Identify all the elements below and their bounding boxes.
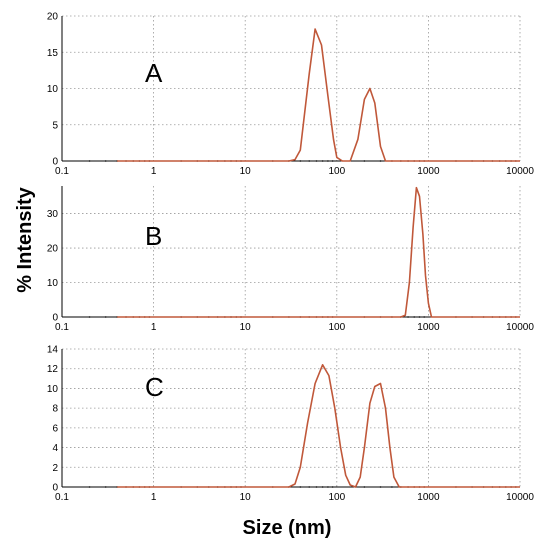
y-tick-label: 30: [47, 209, 59, 220]
y-tick-label: 15: [47, 48, 59, 59]
x-tick-label: 10: [240, 166, 252, 177]
panel-a: 0.1 1 10 100 1000 10000 0 5 10 15 20 A: [47, 12, 534, 178]
panel-label: A: [145, 58, 163, 88]
x-tick-label: 1: [151, 166, 157, 177]
x-tick-label: 10000: [506, 166, 534, 177]
x-tick-label: 1000: [417, 492, 440, 503]
y-tick-label: 5: [52, 120, 58, 131]
x-tick-label: 1000: [417, 322, 440, 333]
panel-label: B: [145, 221, 162, 251]
x-tick-label: 1000: [417, 166, 440, 177]
y-tick-label: 10: [47, 278, 59, 289]
x-tick-label: 100: [328, 322, 345, 333]
intensity-series-line: [117, 186, 520, 318]
x-tick-label: 10: [240, 322, 252, 333]
x-tick-label: 1: [151, 322, 157, 333]
y-tick-label: 2: [52, 463, 58, 474]
y-tick-label: 14: [47, 345, 59, 356]
y-tick-label: 20: [47, 244, 59, 255]
x-tick-label: 100: [328, 166, 345, 177]
y-tick-label: 20: [47, 12, 59, 23]
y-tick-label: 12: [47, 364, 59, 375]
y-tick-label: 6: [52, 423, 58, 434]
y-tick-label: 4: [52, 443, 58, 454]
x-tick-label: 1: [151, 492, 157, 503]
y-axis-title: % Intensity: [14, 186, 36, 292]
x-tick-label: 10000: [506, 492, 534, 503]
panel-c: 0.1 1 10 100 1000 10000 0 2 4 6 8 10 12 14 C: [47, 345, 534, 504]
panel-label: C: [145, 372, 164, 402]
y-tick-label: 8: [52, 404, 58, 415]
panel-b: 0.1 1 10 100 1000 10000 0 10 20 30 B: [47, 186, 534, 333]
y-tick-label: 0: [52, 157, 58, 168]
x-tick-label: 100: [328, 492, 345, 503]
x-axis-title: Size (nm): [243, 517, 332, 539]
x-tick-label: 10000: [506, 322, 534, 333]
y-tick-label: 10: [47, 384, 59, 395]
x-tick-label: 0.1: [55, 322, 69, 333]
intensity-series-line: [117, 28, 520, 162]
x-tick-label: 10: [240, 492, 252, 503]
intensity-series-line: [117, 363, 520, 488]
y-tick-label: 0: [52, 483, 58, 494]
x-tick-label: 0.1: [55, 492, 69, 503]
y-tick-label: 0: [52, 313, 58, 324]
x-tick-label: 0.1: [55, 166, 69, 177]
y-tick-label: 10: [47, 84, 59, 95]
